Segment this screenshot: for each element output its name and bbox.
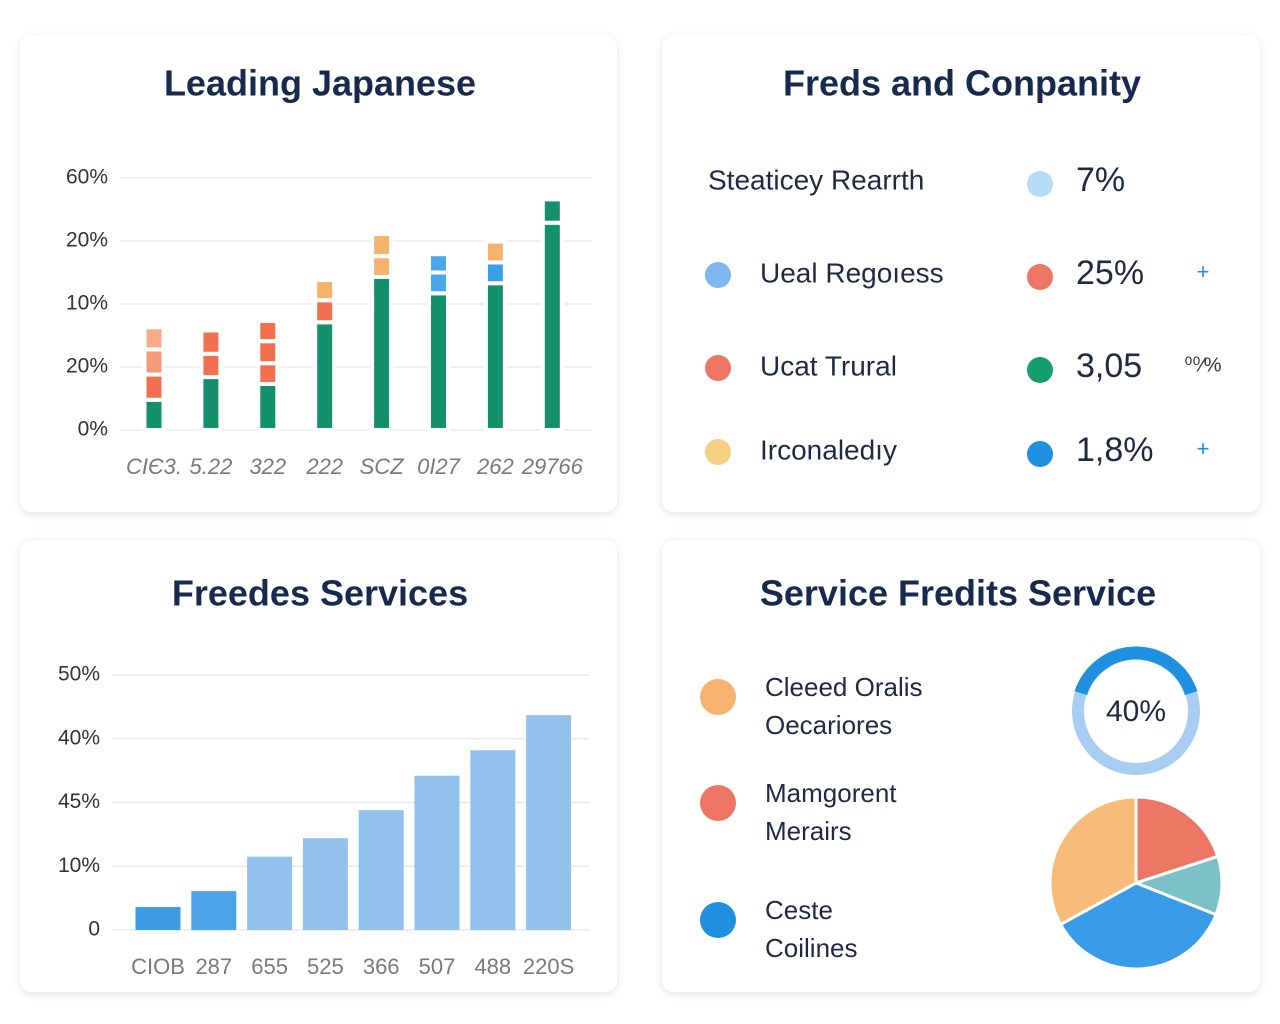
bar bbox=[135, 907, 181, 930]
y-tick-label: 50% bbox=[58, 663, 100, 686]
chart-title: Service Fredits Service bbox=[760, 573, 1156, 614]
legend-label: Cleeed Oralis bbox=[765, 672, 923, 702]
bar-segment bbox=[370, 274, 394, 432]
legend-label: Oecariores bbox=[765, 710, 892, 740]
bar-segment bbox=[540, 197, 564, 225]
x-tick-label: 655 bbox=[251, 954, 288, 979]
x-tick-label: 222 bbox=[305, 454, 343, 479]
bar bbox=[414, 775, 460, 930]
bar-segment bbox=[313, 320, 337, 432]
item-value: 3,05 bbox=[1076, 347, 1142, 385]
bar-segment bbox=[313, 278, 337, 303]
pie-slice bbox=[1048, 795, 1138, 927]
item-note: + bbox=[1197, 436, 1210, 461]
bar-segment bbox=[427, 270, 450, 296]
x-tick-label: 262 bbox=[476, 454, 514, 479]
x-tick-label: SCZ bbox=[360, 454, 406, 479]
y-tick-label: 20% bbox=[66, 229, 108, 252]
legend-dot bbox=[700, 785, 736, 821]
card bbox=[20, 35, 617, 512]
bar-segment bbox=[142, 325, 166, 352]
bar-segment bbox=[483, 260, 507, 286]
y-tick-label: 60% bbox=[66, 166, 108, 189]
bar bbox=[470, 750, 516, 930]
y-tick-label: 40% bbox=[58, 726, 100, 749]
x-tick-label: 5.22 bbox=[189, 454, 232, 479]
bar-segment bbox=[483, 281, 507, 432]
x-tick-label: 287 bbox=[195, 954, 232, 979]
bar-segment bbox=[483, 239, 507, 265]
bar bbox=[247, 856, 293, 930]
bar-segment bbox=[256, 361, 280, 387]
chart-title: Leading Japanese bbox=[164, 63, 476, 104]
bar-segment bbox=[256, 339, 280, 366]
donut-arc bbox=[1074, 646, 1198, 696]
value-dot bbox=[1027, 441, 1053, 467]
item-dot bbox=[705, 355, 731, 381]
bar-segment bbox=[427, 252, 450, 275]
x-tick-label: 525 bbox=[307, 954, 344, 979]
item-label: Steaticey Rearrth bbox=[708, 164, 924, 195]
item-label: Ueal Regoıess bbox=[760, 257, 944, 288]
bar-segment bbox=[142, 347, 166, 377]
item-dot bbox=[705, 262, 731, 288]
bar-segment bbox=[199, 351, 223, 380]
y-tick-label: 45% bbox=[58, 790, 100, 813]
bar-segment bbox=[427, 291, 450, 433]
panel-title: Freds and Conpanity bbox=[783, 63, 1141, 104]
bar bbox=[358, 810, 404, 930]
x-tick-label: 322 bbox=[249, 454, 286, 479]
bar-segment bbox=[256, 319, 280, 344]
donut-label: 40% bbox=[1106, 695, 1166, 728]
value-dot bbox=[1027, 171, 1053, 197]
bar-segment bbox=[199, 375, 223, 432]
item-value: 25% bbox=[1076, 254, 1144, 292]
bar-segment bbox=[370, 232, 394, 259]
bar-segment bbox=[313, 298, 337, 325]
item-value: 7% bbox=[1076, 161, 1125, 199]
bar-segment bbox=[370, 254, 394, 279]
card bbox=[662, 35, 1260, 512]
x-tick-label: 488 bbox=[474, 954, 511, 979]
y-tick-label: 0 bbox=[88, 918, 100, 941]
item-note: + bbox=[1197, 259, 1210, 284]
legend-dot bbox=[700, 679, 736, 715]
bar-segment bbox=[199, 328, 223, 356]
x-tick-label: 0I27 bbox=[417, 454, 461, 479]
chart-title: Freedes Services bbox=[172, 573, 468, 614]
bar bbox=[526, 715, 572, 930]
bar bbox=[191, 891, 237, 930]
x-tick-label: 366 bbox=[363, 954, 400, 979]
y-tick-label: 20% bbox=[66, 355, 108, 378]
x-tick-label: CIЄ3. bbox=[126, 454, 182, 479]
x-tick-label: 220S bbox=[523, 954, 574, 979]
bar-segment bbox=[256, 382, 280, 433]
card bbox=[20, 540, 617, 992]
legend-label: Ceste bbox=[765, 895, 833, 925]
x-tick-label: CIOB bbox=[131, 954, 185, 979]
legend-label: Mamgorent bbox=[765, 778, 897, 808]
x-tick-label: 507 bbox=[419, 954, 456, 979]
value-dot bbox=[1027, 264, 1053, 290]
x-tick-label: 29766 bbox=[521, 454, 584, 479]
bar-segment bbox=[142, 372, 166, 402]
y-tick-label: 10% bbox=[66, 292, 108, 315]
legend-dot bbox=[700, 902, 736, 938]
item-dot bbox=[705, 439, 731, 465]
item-note: ⁰⁰⁄% bbox=[1184, 354, 1221, 376]
value-dot bbox=[1027, 357, 1053, 383]
item-label: Irconaledıy bbox=[760, 434, 897, 465]
bar-segment bbox=[540, 220, 564, 432]
item-label: Ucat Trural bbox=[760, 350, 897, 381]
legend-label: Merairs bbox=[765, 816, 852, 846]
y-tick-label: 10% bbox=[58, 854, 100, 877]
y-tick-label: 0% bbox=[78, 418, 108, 441]
legend-label: Coilines bbox=[765, 933, 858, 963]
bar-segment bbox=[142, 397, 166, 433]
bar bbox=[302, 838, 348, 930]
item-value: 1,8% bbox=[1076, 431, 1154, 469]
